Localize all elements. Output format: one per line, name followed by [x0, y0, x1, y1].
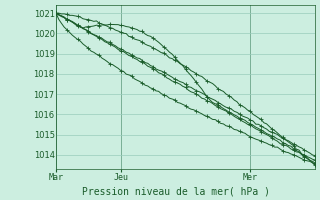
Text: Pression niveau de la mer( hPa ): Pression niveau de la mer( hPa )	[82, 186, 270, 196]
